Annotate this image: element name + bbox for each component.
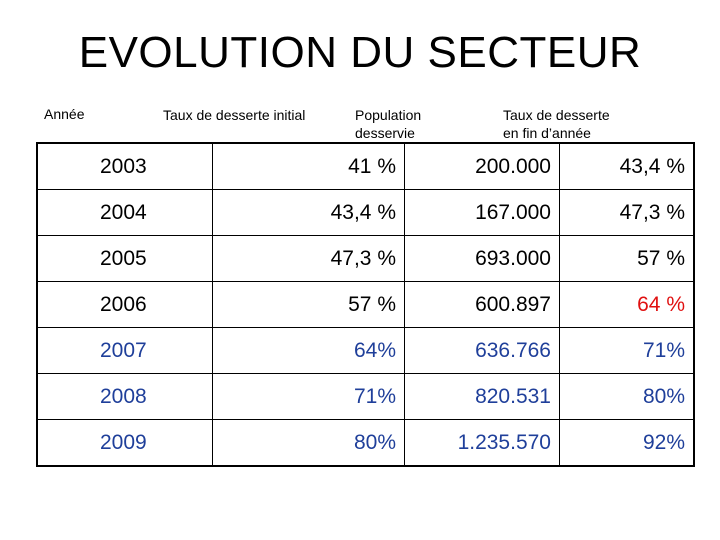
end-rate-cell: 92%: [559, 419, 695, 467]
table-row: 2008 71% 820.531 80%: [36, 373, 695, 420]
year-cell: 2007: [36, 327, 213, 374]
end-rate-cell: 71%: [559, 327, 695, 374]
initial-rate-cell: 64%: [212, 327, 405, 374]
initial-rate-cell: 71%: [212, 373, 405, 420]
population-cell: 820.531: [404, 373, 560, 420]
end-rate-cell: 57 %: [559, 235, 695, 282]
table-body: 2003 41 % 200.000 43,4 % 2004 43,4 % 167.000 47…: [36, 142, 695, 467]
initial-rate-cell: 80%: [212, 419, 405, 467]
year-cell: 2004: [36, 189, 213, 236]
population-cell: 693.000: [404, 235, 560, 282]
initial-rate-cell: 47,3 %: [212, 235, 405, 282]
year-cell: 2008: [36, 373, 213, 420]
population-cell: 600.897: [404, 281, 560, 328]
end-rate-cell: 64 %: [559, 281, 695, 328]
initial-rate-cell: 43,4 %: [212, 189, 405, 236]
year-cell: 2005: [36, 235, 213, 282]
initial-rate-cell: 57 %: [212, 281, 405, 328]
initial-rate-cell: 41 %: [212, 142, 405, 190]
population-cell: 1.235.570: [404, 419, 560, 467]
year-cell: 2003: [36, 142, 213, 190]
end-rate-cell: 47,3 %: [559, 189, 695, 236]
year-cell: 2006: [36, 281, 213, 328]
table-row: 2003 41 % 200.000 43,4 %: [36, 142, 695, 190]
table-row: 2006 57 % 600.897 64 %: [36, 281, 695, 328]
table-row: 2007 64% 636.766 71%: [36, 327, 695, 374]
table-row: 2005 47,3 % 693.000 57 %: [36, 235, 695, 282]
table-row: 2004 43,4 % 167.000 47,3 %: [36, 189, 695, 236]
population-cell: 167.000: [404, 189, 560, 236]
column-header-initial-rate: Taux de desserte initial: [163, 107, 306, 123]
end-rate-cell: 80%: [559, 373, 695, 420]
population-cell: 636.766: [404, 327, 560, 374]
column-header-end-rate: Taux de desserte en fin d’année: [503, 107, 610, 141]
population-cell: 200.000: [404, 142, 560, 190]
page-title: EVOLUTION DU SECTEUR: [78, 28, 642, 77]
year-cell: 2009: [36, 419, 213, 467]
sector-evolution-table: 2003 41 % 200.000 43,4 % 2004 43,4 % 167.000 47…: [36, 142, 695, 467]
end-rate-cell: 43,4 %: [559, 142, 695, 190]
table-row: 2009 80% 1.235.570 92%: [36, 419, 695, 467]
column-header-population: Population desservie: [355, 107, 422, 141]
column-header-year: Année: [44, 106, 85, 122]
